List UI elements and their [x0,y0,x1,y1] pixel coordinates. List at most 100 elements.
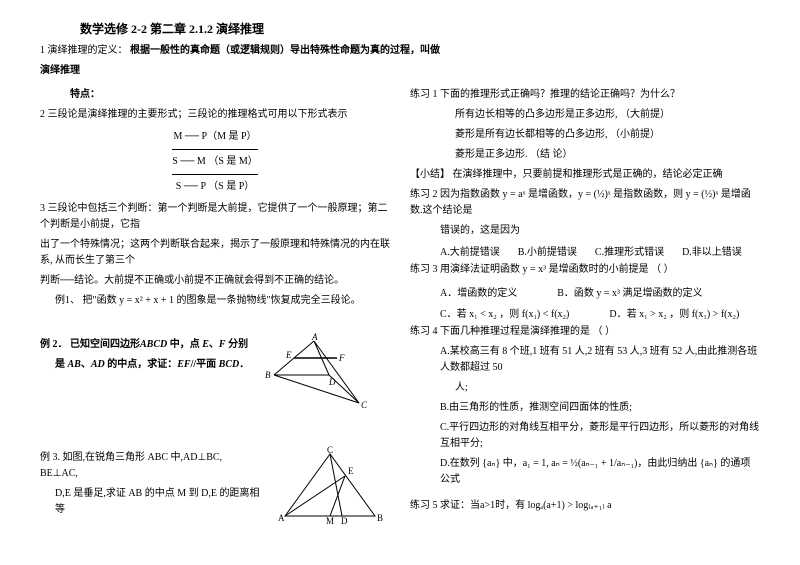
lbl-D: D [328,377,336,387]
prac4: 练习 4 下面几种推理过程是演绎推理的是 （ ） [410,324,760,340]
t-M: M [326,516,334,526]
left-column: 特点： 2 三段论是演绎推理的主要形式；三段论的推理格式可用以下形式表示 M ─… [40,83,390,529]
ex1-text: 把"函数 y = x² + x + 1 的图象是一条抛物线"恢复成完全三段论。 [83,295,361,306]
p1-l1: 所有边长相等的凸多边形是正多边形, （大前提） [410,107,760,123]
right-column: 练习 1 下面的推理形式正确吗？推理的结论正确吗？为什么？ 所有边长相等的凸多边… [410,83,760,529]
s3-t3: 判断──结论。大前提不正确或小前提不正确就会得到不正确的结论。 [40,273,390,289]
ex2-t2a: 是 [55,359,65,370]
s1-num: 1 [40,45,45,56]
ex1-label: 例1、 [55,295,80,306]
p5-label: 练习 5 [410,500,438,511]
page-title: 数学选修 2-2 第二章 2.1.2 演绎推理 [40,20,760,37]
ex1: 例1、 把"函数 y = x² + x + 1 的图象是一条抛物线"恢复成完全三… [40,293,390,309]
syllogism-block: M ── P（M 是 P） S ── M （S 是 M） S ── P （S 是… [172,127,258,197]
s3-num: 3 [40,203,45,214]
syl-line1 [172,149,258,150]
p3-B: B．函数 y = x³ 满足增函数的定义 [557,284,702,299]
ex2-t1a: 已知空间四边形 [70,339,140,350]
p2-A: A.大前提错误 [440,243,500,258]
p2-D: D.非以上错误 [682,243,742,258]
p2-text1: 因为指数函数 y = aˣ 是增函数，y = (½)ˣ 是指数函数，则 y = … [410,189,751,216]
t-C: C [327,446,333,455]
prac1: 练习 1 下面的推理形式正确吗？推理的结论正确吗？为什么？ [410,87,760,103]
ex2-t1e: 、 [209,339,219,350]
p2-label: 练习 2 [410,189,438,200]
ex2-text: 例 2． 已知空间四边形ABCD 中，点 E、F 分别 是 AB、AD 的中点，… [40,333,249,377]
p1-l3: 菱形是正多边形. （结 论） [410,147,760,163]
syl-l2: S ── M （S 是 M） [172,154,258,170]
s1-text: 根据一般性的真命题（或逻辑规则）导出特殊性命题为真的过程，叫做 [130,45,440,56]
ex3-text: 例 3. 如图,在锐角三角形 ABC 中,AD⊥BC, BE⊥AC, D,E 是… [40,446,260,522]
ex3-t2: D,E 是垂足,求证 AB 的中点 M 到 D,E 的距离相等 [40,486,260,518]
ex2-t2h: BCD [216,359,239,370]
lbl-A: A [311,333,318,342]
diagram-triangle: C A B M E D [270,446,390,529]
feat-label: 特点： [40,87,390,103]
p5-text: 求证：当a>1时，有 logₐ(a+1) > log₍ₐ₊₁₎ a [440,500,612,511]
p2-C: C.推理形式错误 [595,243,664,258]
t-D: D [341,516,348,526]
summary: 【小结】 在演绎推理中，只要前提和推理形式是正确的，结论必定正确 [410,167,760,183]
summary-text: 在演绎推理中，只要前提和推理形式是正确的，结论必定正确 [453,169,723,180]
p2-B: B.小前提错误 [518,243,577,258]
p1-label: 练习 1 [410,89,438,100]
ex2-label: 例 2． [40,339,68,350]
syl-l3: S ── P （S 是 P） [176,179,255,195]
p4-C: C.平行四边形的对角线互相平分，菱形是平行四边形，所以菱形的对角线互相平分; [410,420,760,452]
p4-B: B.由三角形的性质，推测空间四面体的性质; [410,400,760,416]
p3-D: D．若 x₁ > x₂ ，则 f(x₁) > f(x₂) [609,305,739,320]
p4-D: D.在数列 {aₙ} 中，a₁ = 1, aₙ = ½(aₙ₋₁ + 1/aₙ₋… [410,456,760,488]
s3-t2: 出了一个特殊情况；这两个判断联合起来，揭示了一般原理和特殊情况的内在联系, 从而… [40,237,390,269]
spacer1 [40,313,390,333]
ex2-l2: 是 AB、AD 的中点，求证：EF//平面 BCD． [40,357,249,373]
t-A: A [278,513,285,523]
s2-num: 2 [40,109,45,120]
ex2-t2g: //平面 [191,359,217,370]
t-E: E [348,466,354,476]
p2-text2: 错误的，这是因为 [410,223,760,239]
lbl-B: B [265,370,271,380]
ex2-l1: 例 2． 已知空间四边形ABCD 中，点 E、F 分别 [40,337,249,353]
section1-line: 1 演绎推理的定义： 根据一般性的真命题（或逻辑规则）导出特殊性命题为真的过程，… [40,43,760,59]
ex2-t2f: EF [177,359,190,370]
s3-text1: 三段论中包括三个判断：第一个判断是大前提，它提供了一个一般原理；第二个判断是小前… [40,203,388,230]
p1-l2: 菱形是所有边长都相等的凸多边形, （小前提） [410,127,760,143]
spacer2 [40,416,390,446]
ex3-label: 例 3. [40,452,60,463]
p4-A2: 人; [410,380,760,396]
p4-A1: A.某校高三有 8 个班,1 班有 51 人,2 班有 53 人,3 班有 52… [410,344,760,376]
ex2-t1c: 中，点 [167,339,200,350]
p3-options1: A．增函数的定义 B．函数 y = x³ 满足增函数的定义 [410,284,760,299]
prac3: 练习 3 用演绎法证明函数 y = x³ 是增函数时的小前提是 （ ） [410,262,760,278]
section2: 2 三段论是演绎推理的主要形式；三段论的推理格式可用以下形式表示 [40,107,390,123]
p1-text: 下面的推理形式正确吗？推理的结论正确吗？为什么？ [440,89,680,100]
prac5: 练习 5 求证：当a>1时，有 logₐ(a+1) > log₍ₐ₊₁₎ a [410,498,760,514]
p3-C: C．若 x₁ < x₂ ，则 f(x₁) < f(x₂) [440,305,569,320]
lbl-E: E [285,350,292,360]
ex2-t1f: F [219,339,226,350]
t-B: B [377,513,383,523]
ex2-t2d: AD [91,359,105,370]
diagram-triangle-svg: C A B M E D [270,446,390,526]
syl-l1: M ── P（M 是 P） [173,129,256,145]
ex2-row: 例 2． 已知空间四边形ABCD 中，点 E、F 分别 是 AB、AD 的中点，… [40,333,390,416]
ex2-t2i: ． [239,359,249,370]
s3-t1: 3 三段论中包括三个判断：第一个判断是大前提，它提供了一个一般原理；第二个判断是… [40,201,390,233]
two-columns: 特点： 2 三段论是演绎推理的主要形式；三段论的推理格式可用以下形式表示 M ─… [40,83,760,529]
s1-label: 演绎推理的定义： [48,45,128,56]
diagram-abcd-svg: A B C D E F [259,333,369,413]
ex3-l1: 例 3. 如图,在锐角三角形 ABC 中,AD⊥BC, BE⊥AC, [40,450,260,482]
p3-label: 练习 3 [410,264,438,275]
prac2: 练习 2 因为指数函数 y = aˣ 是增函数，y = (½)ˣ 是指数函数，则… [410,187,760,219]
s1-term: 演绎推理 [40,63,760,79]
lbl-C: C [361,400,368,410]
diagram-abcd: A B C D E F [259,333,369,416]
ex2-t2b: AB [65,359,81,370]
ex2-t1g: 分别 [226,339,249,350]
p2-options: A.大前提错误 B.小前提错误 C.推理形式错误 D.非以上错误 [410,243,760,258]
ex3-row: 例 3. 如图,在锐角三角形 ABC 中,AD⊥BC, BE⊥AC, D,E 是… [40,446,390,529]
lbl-F: F [338,353,345,363]
ex2-t2c: 、 [81,359,91,370]
p3-options2: C．若 x₁ < x₂ ，则 f(x₁) < f(x₂) D．若 x₁ > x₂… [410,305,760,320]
p3-text: 用演绎法证明函数 y = x³ 是增函数时的小前提是 （ ） [440,264,674,275]
